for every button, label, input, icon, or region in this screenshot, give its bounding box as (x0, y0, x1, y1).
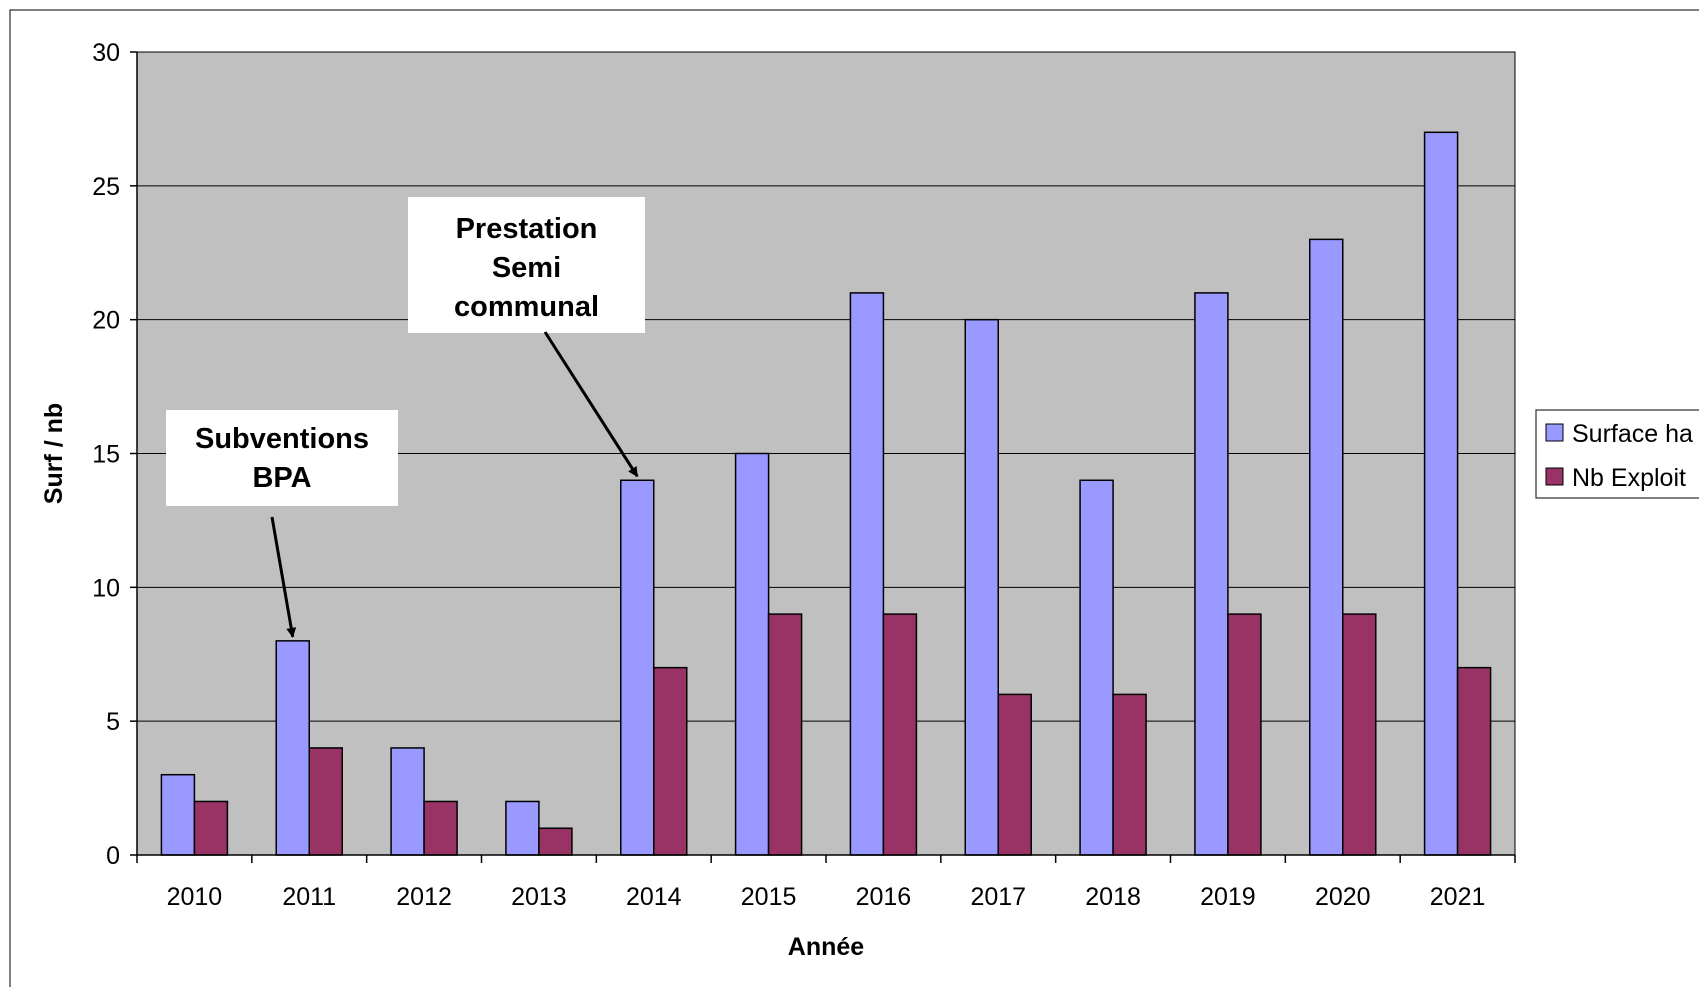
annotation-text: BPA (252, 462, 311, 494)
bar-surface-2017 (964, 318, 999, 856)
bar-exploit-2018 (1112, 693, 1147, 856)
bar-exploit-2021 (1456, 666, 1492, 856)
annotation-text: Semi (492, 252, 561, 284)
annotation-text: Subventions (195, 423, 369, 455)
bar-surface-2018 (1079, 479, 1114, 856)
bar-exploit-2011 (308, 747, 343, 856)
annotation-callout: Prestation Semi communal (408, 197, 645, 478)
x-tick-label: 2015 (741, 883, 797, 911)
y-tick-label: 5 (106, 708, 120, 736)
bar-exploit-2014 (653, 666, 688, 856)
annotation-text: Prestation (456, 213, 598, 245)
x-tick-label: 2014 (626, 883, 682, 911)
bar-exploit-2012 (423, 800, 458, 856)
x-tick-label: 2010 (167, 883, 223, 911)
annotation-box (408, 197, 645, 333)
bar-surface-2015 (734, 452, 770, 856)
bar-surface-2021 (1423, 131, 1459, 856)
bar-surface-2019 (1194, 292, 1229, 856)
y-tick-label: 15 (92, 441, 120, 469)
annotation-arrow (270, 516, 297, 638)
bar-exploit-2017 (997, 693, 1032, 856)
x-tick-label: 2012 (396, 883, 452, 911)
annotation-arrow (543, 331, 639, 478)
bar-surface-2014 (620, 479, 655, 856)
x-tick-label: 2011 (282, 883, 336, 911)
y-tick-label: 25 (92, 173, 120, 201)
bar-exploit-2016 (882, 613, 918, 856)
x-tick-label: 2017 (970, 883, 1026, 911)
x-tick-label: 2013 (511, 883, 567, 911)
y-tick-label: 10 (92, 574, 120, 602)
x-tick-label: 2020 (1315, 883, 1371, 911)
bar-exploit-2015 (767, 613, 803, 856)
bar-surface-2012 (390, 747, 425, 856)
bar-surface-2010 (160, 773, 196, 856)
y-tick-label: 30 (92, 39, 120, 67)
annotation-box (166, 410, 398, 506)
x-tick-label: 2019 (1200, 883, 1256, 911)
legend-label-surface: Surface ha (1572, 420, 1693, 448)
x-tick-label: 2016 (856, 883, 912, 911)
y-tick-label: 0 (106, 842, 120, 870)
x-axis-title: Année (788, 933, 865, 961)
legend-swatch-surface (1545, 423, 1564, 442)
annotation-text: communal (454, 291, 599, 323)
bar-exploit-2013 (538, 827, 573, 856)
bar-exploit-2020 (1342, 613, 1377, 856)
bar-exploit-2019 (1227, 613, 1262, 856)
annotation-callout: Subventions BPA (166, 410, 398, 638)
legend-swatch-exploit (1545, 467, 1564, 486)
y-axis-title: Surf / nb (40, 403, 68, 504)
bar-surface-2011 (275, 640, 310, 856)
x-tick-label: 2021 (1430, 883, 1486, 911)
bar-surface-2016 (849, 292, 885, 856)
legend-label-exploit: Nb Exploit (1572, 464, 1686, 492)
y-tick-label: 20 (92, 307, 120, 335)
bar-exploit-2010 (193, 800, 229, 856)
bar-surface-2020 (1309, 238, 1344, 856)
bar-surface-2013 (505, 800, 540, 856)
chart-area-border (9, 9, 1699, 992)
x-tick-label: 2018 (1085, 883, 1141, 911)
